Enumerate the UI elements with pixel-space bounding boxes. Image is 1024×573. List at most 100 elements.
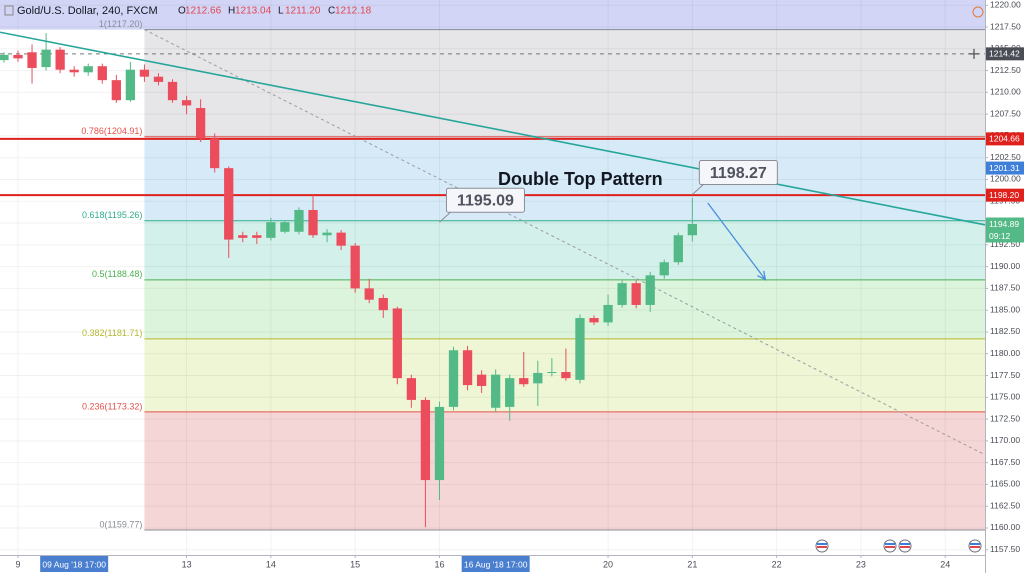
fib-level-label: 0.618(1195.26) [82,210,142,220]
callout-pointer [439,211,451,223]
candle-body [210,138,220,169]
x-tick-label: 21 [687,559,697,569]
candle-body [195,108,206,139]
candle-body [153,76,164,82]
legend-icon [4,5,14,16]
ohlc-value: 1213.04 [235,6,272,17]
fib-zone [144,136,986,221]
fib-level-label: 0.236(1173.32) [82,401,142,411]
y-tick-label: 1200.00 [990,174,1021,184]
candle-body [322,232,332,236]
y-tick-label: 1180.00 [990,348,1020,358]
candle-body [27,52,37,68]
candle-body [561,372,571,379]
fib-top-zone [0,0,985,30]
candle-body [575,318,585,380]
x-tick-label: 16 [434,559,444,569]
candle-body [350,245,360,289]
arrow-line [707,202,766,281]
time-marker-label: 16 Aug '18 17:00 [464,559,528,569]
candle-body [491,374,501,408]
candle-body [505,378,515,407]
y-tick-label: 1192.50 [990,239,1020,249]
fib-zone [144,279,986,339]
x-tick-label: 13 [182,559,192,569]
candle-body [673,235,683,263]
price-flag [986,217,1024,231]
fib-zone [144,411,986,530]
ohlc-key: L [278,6,284,17]
candle-body [167,81,178,101]
callout-box [698,160,778,186]
price-flag-label: 1214.42 [989,49,1020,59]
candle-body [392,308,402,379]
price-flag-label: 1201.31 [989,163,1020,173]
candle-body [659,262,669,276]
crosshair-icon [969,48,979,59]
candle-body [97,66,107,81]
countdown-box [986,230,1024,243]
candle-body [252,235,262,238]
x-tick-label: 20 [603,559,613,569]
annotation: Double Top Pattern [498,169,663,189]
ohlc-value: 1212.18 [335,6,372,17]
candle-body [83,66,93,73]
dashed-trend-line [144,29,986,456]
price-flag [986,47,1024,61]
candle-body [125,69,136,101]
candle-body [687,224,697,236]
candle-body [603,304,613,323]
ohlc-value: 1211.20 [285,6,321,17]
fib-level-label: 0.382(1181.71) [82,328,142,338]
y-tick-label: 1190.00 [990,261,1020,271]
candle-body [533,372,543,384]
x-tick-label: 9 [15,559,20,569]
y-tick-label: 1175.00 [990,392,1020,402]
y-tick-label: 1165.00 [990,479,1020,489]
candle-body [13,54,23,59]
y-tick-label: 1157.50 [990,544,1020,554]
candle-body [139,69,150,77]
x-tick-label: 14 [266,559,276,569]
chart-title: Gold/U.S. Dollar, 240, FXCM [17,5,158,17]
candle-body [41,49,51,68]
candle-body [238,235,248,238]
candle-body [631,283,641,305]
x-tick-label: 23 [856,559,866,569]
y-tick-label: 1185.00 [990,304,1020,314]
candle-body [434,406,445,481]
candle-body [111,80,121,101]
price-flag [986,188,1024,202]
plot-layer: 1(1217.20) 0.786(1204.91) 0.618(1195.26) 0.… [0,19,986,531]
y-tick-label: 1210.00 [990,87,1021,97]
y-tick-label: 1217.50 [990,21,1021,31]
candle-body [280,222,290,232]
candle-body [294,209,304,232]
candle-body [589,318,599,323]
callout-label: 1195.09 [457,192,514,209]
y-tick-label: 1170.00 [990,435,1020,445]
y-tick-label: 1220.00 [990,0,1021,9]
candle-body [448,350,459,407]
price-flag-label: 1194.89 [989,219,1019,229]
candle-body [55,49,65,70]
candle-body [0,54,9,61]
alert-icon [972,6,984,18]
price-flag-label: 1198.20 [989,190,1019,200]
candle-body [519,378,529,385]
x-tick-label: 24 [940,559,950,569]
time-marker-box [461,556,530,572]
ohlc-key: C [328,6,335,17]
y-tick-label: 1162.50 [990,500,1020,510]
y-tick-label: 1160.00 [990,522,1020,532]
countdown-label: 09:12 [989,231,1011,241]
candle-body [645,275,655,305]
ohlc-key: H [228,6,235,17]
x-tick-label: 15 [350,559,360,569]
ohlc-key: O [178,6,186,17]
y-tick-label: 1207.50 [990,108,1021,118]
fib-level-label: 0(1159.77) [100,519,143,529]
candle-body [420,399,431,481]
